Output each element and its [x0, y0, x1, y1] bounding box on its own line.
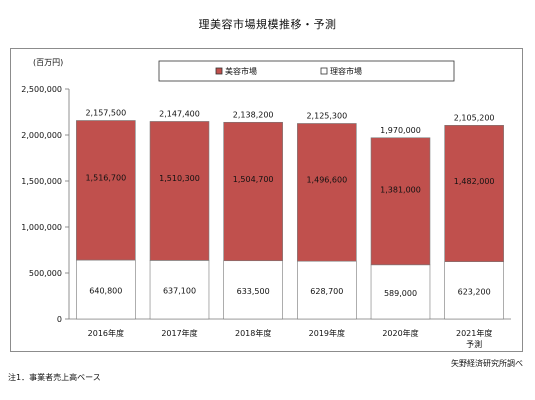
data-label-biyou: 1,504,700	[233, 175, 274, 184]
bar-segment-rikou	[149, 260, 210, 320]
bar-segment-rikou	[297, 260, 357, 320]
y-tick-label: 1,000,000	[21, 223, 62, 232]
chart-title: 理美容市場規模推移・予測	[198, 18, 337, 31]
x-category-label: 2020年度	[382, 328, 418, 338]
bar-segment-biyou	[370, 137, 431, 266]
x-category-label: 2019年度	[309, 328, 345, 338]
chart-frame: (百万円) 美容市場 理容市場 0 500,000 1,000,000 1,500,000 2…	[10, 48, 523, 352]
data-label-rikou: 633,500	[237, 287, 270, 296]
data-label-total: 2,138,200	[233, 110, 274, 119]
bar-segment-biyou	[76, 120, 136, 261]
legend-label-0: 美容市場	[225, 66, 257, 76]
data-label-total: 2,105,200	[454, 113, 495, 122]
data-label-rikou: 640,800	[89, 287, 122, 296]
x-category-label: 2021年度	[456, 328, 492, 338]
data-label-total: 2,125,300	[306, 111, 347, 120]
bar-segment-rikou	[76, 259, 136, 320]
legend-label-1: 理容市場	[330, 66, 362, 76]
x-category-label: 2018年度	[235, 328, 271, 338]
data-label-rikou: 623,200	[458, 287, 491, 296]
source-note: 矢野経済研究所調べ	[451, 359, 523, 368]
data-label-biyou: 1,381,000	[380, 185, 421, 194]
data-label-rikou: 589,000	[384, 289, 417, 298]
data-label-total: 2,147,400	[159, 109, 200, 118]
y-tick-label: 2,500,000	[21, 85, 62, 94]
data-label-rikou: 637,100	[163, 287, 196, 296]
y-tick-label: 0	[57, 315, 62, 324]
bar-segment-biyou	[297, 123, 357, 262]
x-category-label: 2016年度	[88, 328, 124, 338]
bar-segment-biyou	[223, 121, 283, 262]
x-category-label: 2017年度	[161, 328, 197, 338]
y-tick-label: 500,000	[29, 269, 62, 278]
bar-segment-biyou	[444, 125, 504, 262]
bar-segment-biyou	[149, 121, 210, 261]
data-label-total: 2,157,500	[85, 109, 126, 118]
data-label-total: 1,970,000	[380, 126, 421, 135]
y-tick-label: 2,000,000	[21, 131, 62, 140]
data-label-rikou: 628,700	[310, 287, 343, 296]
legend-swatch-1	[320, 67, 328, 75]
y-unit-label: (百万円)	[33, 58, 63, 67]
y-tick-label: 1,500,000	[21, 177, 62, 186]
bar-segment-rikou	[370, 264, 431, 320]
legend-box	[158, 60, 455, 82]
data-label-biyou: 1,496,600	[306, 176, 347, 185]
legend-swatch-0	[215, 67, 223, 75]
data-label-biyou: 1,516,700	[85, 174, 126, 183]
stacked-bar-chart: (百万円) 美容市場 理容市場 0 500,000 1,000,000 1,500,000 2…	[21, 58, 511, 349]
x-category-sublabel: 予測	[466, 339, 482, 349]
bar-segment-rikou	[223, 260, 283, 320]
data-label-biyou: 1,510,300	[159, 174, 200, 183]
data-label-biyou: 1,482,000	[454, 177, 495, 186]
footnote: 注1．事業者売上高ベース	[8, 373, 101, 382]
